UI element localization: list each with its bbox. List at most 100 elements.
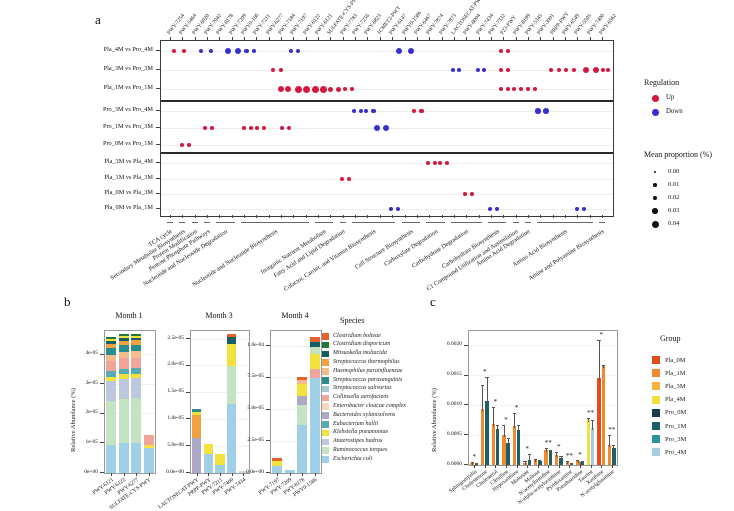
column-tick [564, 215, 566, 218]
data-dot [286, 125, 292, 131]
legend-species-name: Enterobacter cloacae complex [333, 402, 407, 409]
bar-segment [131, 337, 142, 341]
column-tick [392, 37, 394, 40]
significance-marker: ** [544, 439, 552, 448]
data-dot [487, 206, 493, 212]
bar-segment [203, 443, 214, 455]
bar-segment [118, 374, 129, 379]
bar-segment [131, 398, 142, 444]
error-cap [474, 463, 478, 464]
x-tick [506, 465, 507, 468]
error-bar [566, 460, 568, 465]
size-label: 0.00 [668, 168, 680, 175]
significance-marker: * [483, 367, 487, 376]
grid-line [161, 69, 613, 71]
legend-species-name: Anaerostipes hadrus [333, 438, 383, 445]
legend-species-name: Eubacterium hallii [333, 420, 379, 427]
subplot-plot: LACTOSECAT-PWY PRPP-PWY PWY-7211 PWY-7400 PW… [157, 330, 250, 510]
data-dot [279, 125, 285, 131]
bar-segment [131, 378, 142, 399]
column-tick [577, 37, 579, 40]
y-tick-label: 0.0000 [446, 460, 462, 467]
subplot-title: Month 3 [205, 311, 233, 320]
x-tick [277, 473, 279, 476]
bar [544, 449, 548, 465]
significance-marker: * [493, 398, 498, 407]
y-tick [186, 418, 190, 420]
error-cap [569, 462, 574, 464]
data-dot [494, 206, 500, 212]
legend-swatch [322, 421, 329, 428]
error-cap [565, 460, 569, 462]
error-cap [559, 456, 563, 457]
bar-segment [106, 444, 117, 473]
legend-swatch [652, 356, 660, 364]
error-cap [506, 438, 510, 439]
data-dot [186, 142, 192, 148]
category-underline [401, 222, 420, 224]
column-tick [367, 37, 369, 40]
bar [538, 460, 542, 465]
y-tick [266, 440, 270, 442]
error-bar [497, 424, 498, 432]
data-dot [295, 48, 301, 54]
error-cap [538, 459, 542, 461]
bar-segment [106, 370, 117, 377]
legend-species-name: Collinsella aerofaciens [333, 394, 389, 401]
panel-c-plot: * Sphingomyelin * Cholestenone * Cholesterol *… [448, 330, 618, 506]
x-tick [558, 465, 560, 468]
size-label: 0.03 [668, 207, 680, 214]
data-dot [373, 124, 381, 132]
grid-line [271, 345, 321, 347]
column-tick [256, 215, 258, 218]
grid-line [161, 144, 613, 146]
column-tick [602, 37, 603, 40]
grid-line [105, 442, 155, 444]
grid-line [161, 50, 613, 52]
data-dot [600, 67, 606, 73]
error-bar [518, 425, 520, 432]
panel-a-legend: Regulation Up Down Mean proportion (%) 0… [644, 78, 734, 238]
data-dot [209, 125, 215, 131]
bar-segment [272, 460, 283, 467]
legend-swatch [322, 359, 329, 366]
column-tick [453, 215, 455, 218]
size-dot [653, 183, 657, 187]
column-tick [281, 215, 283, 218]
column-tick [429, 37, 431, 40]
data-dot [411, 108, 417, 114]
significance-marker: * [578, 451, 582, 460]
data-dot [498, 49, 503, 53]
bar [506, 442, 510, 465]
bar-segment [106, 338, 117, 341]
column-tick [318, 215, 320, 218]
error-bar [577, 460, 579, 464]
column-tick [515, 215, 517, 218]
bar-segment [118, 443, 129, 473]
column-tick [478, 37, 480, 40]
legend-swatch [652, 395, 660, 404]
panel-a-plot [160, 40, 614, 217]
x-tick [580, 465, 581, 468]
legend-species-name: Bacteroides xylanisolvens [333, 411, 396, 418]
bar-segment [309, 336, 320, 342]
data-dot [549, 68, 554, 72]
significance-marker: ** [608, 425, 616, 434]
grid-line [271, 409, 321, 411]
bar-segment [309, 353, 320, 370]
column-tick [392, 215, 394, 218]
panel-c-letter: c [430, 294, 436, 309]
error-bar [588, 417, 589, 422]
error-bar [524, 461, 526, 465]
column-tick [244, 37, 246, 40]
data-dot [358, 108, 364, 114]
data-dot [346, 176, 352, 182]
error-bar [514, 412, 515, 429]
bar-segment [118, 336, 129, 338]
bar-segment [297, 384, 308, 396]
x-tick [474, 465, 476, 468]
column-tick [330, 215, 332, 218]
subplot-plot: PWY-7197 PWY-7209 PWY-8178 PWY0-1586 [257, 330, 322, 498]
significance-marker: * [514, 403, 519, 412]
error-bar [549, 449, 551, 454]
